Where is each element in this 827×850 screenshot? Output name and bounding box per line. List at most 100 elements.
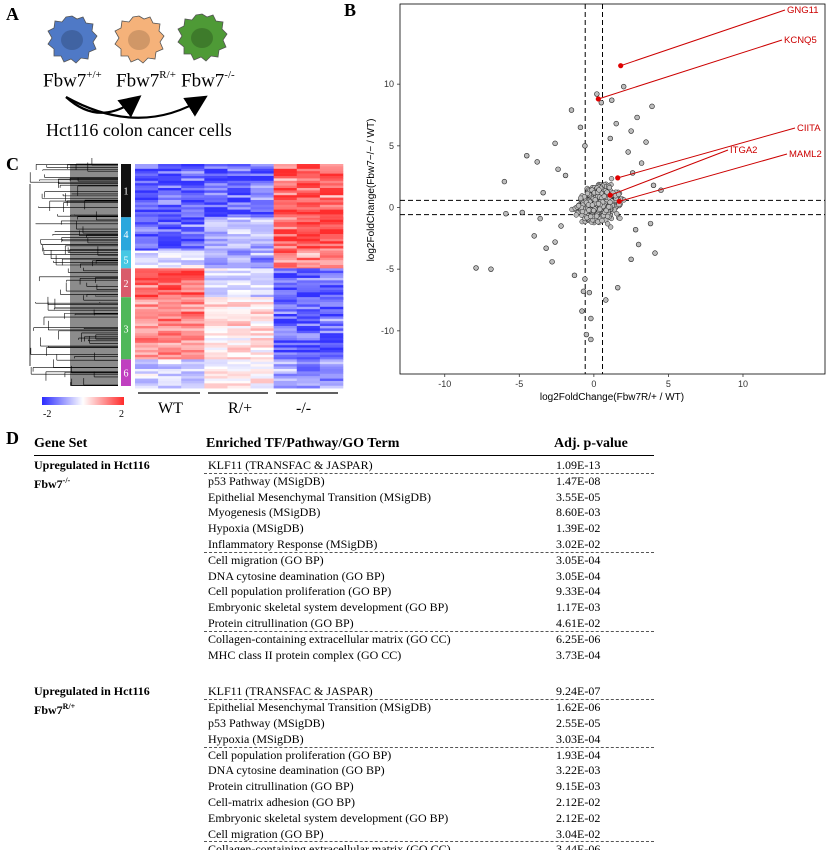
heatmap-cell bbox=[319, 229, 344, 232]
heatmap-cell bbox=[135, 171, 159, 174]
heatmap-cell bbox=[158, 217, 182, 220]
pvalue-cell: 3.73E-04 bbox=[556, 647, 601, 662]
heatmap-cell bbox=[181, 280, 205, 284]
heatmap-cell bbox=[296, 371, 321, 375]
heatmap-cell bbox=[250, 268, 274, 272]
heatmap-cell bbox=[158, 214, 182, 218]
heatmap-cell bbox=[296, 326, 321, 329]
heatmap-cell bbox=[319, 224, 344, 228]
gene-label: CIITA bbox=[797, 123, 821, 134]
heatmap-cell bbox=[319, 226, 344, 230]
heatmap-cell bbox=[273, 342, 298, 346]
heatmap-cell bbox=[204, 164, 228, 167]
heatmap-cell bbox=[181, 294, 205, 298]
heatmap-cell bbox=[250, 178, 274, 182]
scale-min-label: -2 bbox=[43, 409, 51, 420]
heatmap-cell bbox=[158, 383, 182, 387]
genotype-ri: Fbw7R/+ bbox=[116, 69, 176, 92]
heatmap-cell bbox=[181, 188, 205, 191]
heatmap-cell bbox=[319, 192, 344, 196]
x-tick-label: -10 bbox=[438, 379, 451, 389]
heatmap-cell bbox=[273, 309, 298, 312]
heatmap-cell bbox=[296, 299, 321, 303]
heatmap-cell bbox=[181, 376, 205, 379]
heatmap-cell bbox=[135, 292, 159, 296]
heatmap-cell bbox=[319, 166, 344, 170]
table-row: Embryonic skeletal system development (G… bbox=[34, 600, 654, 615]
heatmap-cell bbox=[273, 302, 298, 305]
heatmap-cell bbox=[135, 297, 159, 300]
heatmap-cell bbox=[227, 299, 251, 303]
heatmap-cell bbox=[135, 294, 159, 298]
heatmap-cell bbox=[319, 385, 344, 389]
heatmap-cell bbox=[135, 277, 159, 281]
heatmap-cell bbox=[250, 361, 274, 365]
heatmap-cell bbox=[227, 285, 251, 288]
highlighted-gene-point bbox=[616, 198, 622, 204]
pvalue-cell: 3.55E-05 bbox=[556, 489, 601, 504]
heatmap-cell bbox=[250, 234, 274, 237]
heatmap-cell bbox=[158, 270, 182, 274]
heatmap-cell bbox=[204, 330, 228, 334]
table-row: Cell migration (GO BP) 3.04E-02 bbox=[34, 827, 654, 842]
heatmap-cell bbox=[158, 164, 182, 167]
x-tick-label: 5 bbox=[666, 379, 671, 389]
heatmap-cell bbox=[319, 202, 344, 206]
heatmap-cell bbox=[296, 275, 321, 279]
heatmap-cell bbox=[273, 311, 298, 315]
heatmap-cell bbox=[204, 321, 228, 324]
heatmap-cell bbox=[273, 383, 298, 387]
cell-line-caption: Hct116 colon cancer cells bbox=[46, 120, 232, 140]
heatmap-cell bbox=[250, 252, 274, 256]
heatmap-cell bbox=[296, 338, 321, 341]
heatmap-cell bbox=[250, 292, 274, 296]
cluster-label: 4 bbox=[124, 230, 129, 241]
heatmap-cell bbox=[319, 236, 344, 240]
heatmap-cell bbox=[135, 357, 159, 360]
heatmap-cell bbox=[319, 231, 344, 235]
heatmap-cell bbox=[181, 304, 205, 308]
heatmap-cell bbox=[135, 316, 159, 320]
heatmap-cell bbox=[319, 304, 344, 308]
heatmap-cell bbox=[319, 262, 344, 266]
heatmap-cell bbox=[158, 304, 182, 308]
heatmap-cell bbox=[158, 243, 182, 247]
heatmap-cell bbox=[135, 238, 159, 242]
heatmap-cell bbox=[319, 238, 344, 242]
heatmap-cell bbox=[227, 217, 251, 220]
heatmap-cell bbox=[250, 212, 274, 215]
table-row: Embryonic skeletal system development (G… bbox=[34, 811, 654, 826]
heatmap-cell bbox=[250, 345, 274, 348]
heatmap-cell bbox=[204, 292, 228, 296]
heatmap-cell bbox=[181, 166, 205, 170]
heatmap-cell bbox=[181, 371, 205, 375]
heatmap-cell bbox=[204, 273, 228, 276]
heatmap-cell bbox=[204, 338, 228, 341]
heatmap-cell bbox=[135, 333, 159, 336]
heatmap-cell bbox=[158, 180, 182, 184]
heatmap-cell bbox=[273, 195, 298, 198]
scatter-point bbox=[607, 135, 613, 142]
heatmap-cell bbox=[250, 321, 274, 324]
heatmap-cell bbox=[296, 373, 321, 377]
heatmap-cell bbox=[181, 192, 205, 196]
heatmap-cell bbox=[273, 299, 298, 303]
heatmap-cell bbox=[273, 270, 298, 274]
scatter-point bbox=[473, 265, 479, 271]
scatter-point bbox=[607, 224, 614, 230]
heatmap-cell bbox=[273, 304, 298, 308]
heatmap-cell bbox=[135, 285, 159, 288]
heatmap-cell bbox=[273, 314, 298, 317]
cluster-bar bbox=[121, 250, 131, 269]
heatmap-cell bbox=[250, 385, 274, 389]
term-cell: Protein citrullination (GO BP) bbox=[208, 779, 354, 794]
heatmap-cell bbox=[158, 373, 182, 377]
heatmap-cell bbox=[204, 176, 228, 179]
heatmap-cell bbox=[319, 195, 344, 198]
heatmap-cell bbox=[135, 224, 159, 228]
heatmap-cell bbox=[158, 166, 182, 170]
heatmap-cell bbox=[204, 180, 228, 184]
heatmap-cell bbox=[181, 333, 205, 336]
heatmap-cell bbox=[273, 380, 298, 384]
heatmap-cell bbox=[296, 214, 321, 218]
